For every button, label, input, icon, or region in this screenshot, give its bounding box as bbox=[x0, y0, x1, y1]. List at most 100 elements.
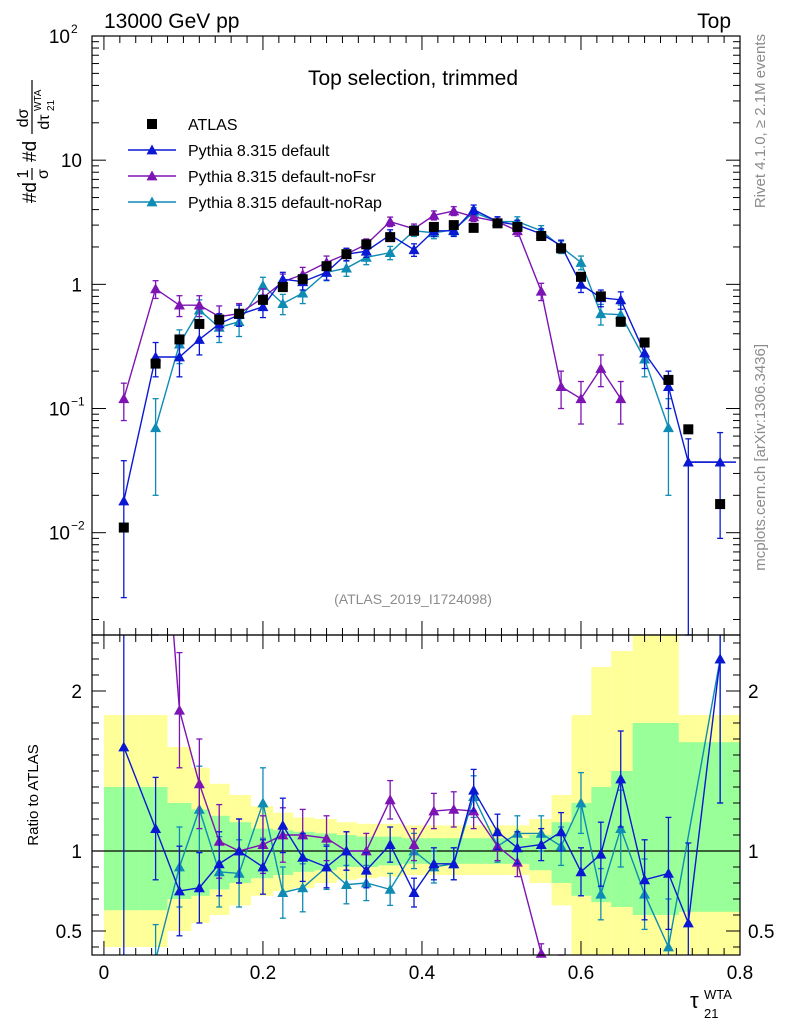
ratio-marker-default bbox=[408, 887, 420, 897]
ratio-marker-default bbox=[193, 882, 205, 893]
ratio-marker-default bbox=[448, 858, 460, 869]
x-axis-label: τ WTA 21 bbox=[690, 987, 732, 1021]
marker-noFsr bbox=[448, 205, 460, 216]
marker-atlas bbox=[150, 358, 161, 369]
main-ytick-label: 10 bbox=[61, 151, 82, 172]
band-inner-bin bbox=[314, 833, 337, 871]
ratio-marker-noRap bbox=[615, 823, 627, 833]
marker-atlas bbox=[321, 261, 332, 272]
marker-atlas bbox=[234, 308, 245, 319]
marker-default bbox=[639, 347, 651, 358]
ratio-marker-default bbox=[150, 823, 162, 833]
xtick-label: 0.2 bbox=[250, 963, 276, 984]
ratio-marker-default bbox=[384, 839, 396, 849]
ratio-marker-noFsr bbox=[321, 832, 333, 843]
ratio-marker-noFsr bbox=[193, 778, 205, 789]
marker-noFsr bbox=[555, 381, 567, 392]
marker-noFsr bbox=[193, 299, 205, 310]
marker-noFsr bbox=[595, 363, 607, 373]
marker-atlas bbox=[715, 499, 726, 510]
main-ytick-base: 10 bbox=[61, 151, 82, 172]
marker-atlas bbox=[468, 222, 479, 233]
ratio-marker-default bbox=[428, 858, 440, 869]
ratio-marker-default bbox=[682, 917, 694, 928]
marker-default bbox=[615, 294, 627, 305]
ratio-marker-default bbox=[575, 866, 587, 877]
main-ytick-label: 10 2 bbox=[49, 22, 78, 48]
marker-noRap bbox=[662, 422, 674, 433]
main-ytick-base: 10 bbox=[49, 524, 70, 545]
marker-noRap bbox=[297, 287, 309, 298]
marker-noFsr bbox=[468, 211, 480, 222]
ratio-marker-default bbox=[639, 874, 651, 885]
mcplots-label: mcplots.cern.ch [arXiv:1306.3436] bbox=[752, 344, 769, 571]
marker-atlas bbox=[194, 318, 205, 329]
marker-atlas bbox=[575, 271, 586, 282]
ratio-marker-noFsr bbox=[428, 805, 440, 816]
ratio-ytick-label-right: 2 bbox=[748, 682, 759, 703]
series-atlas bbox=[118, 218, 726, 533]
ratio-marker-default bbox=[233, 845, 245, 856]
ratio-marker-noFsr bbox=[384, 794, 396, 805]
rivet-label: Rivet 4.1.0, ≥ 2.1M events bbox=[752, 34, 769, 208]
marker-noRap bbox=[340, 262, 352, 273]
marker-atlas bbox=[556, 243, 567, 254]
ylabel-prefix: #d bbox=[20, 182, 41, 203]
analysis-label: (ATLAS_2019_I1724098) bbox=[334, 591, 492, 607]
marker-default bbox=[118, 495, 130, 506]
marker-noRap bbox=[277, 298, 289, 308]
marker-noRap bbox=[595, 308, 607, 319]
band-inner-bin bbox=[103, 787, 140, 911]
ratio-marker-default bbox=[257, 861, 269, 872]
ratio-ytick-label-left: 1 bbox=[71, 842, 82, 863]
xtick-label: 0 bbox=[99, 963, 110, 984]
ylabel-frac1-num: 1 bbox=[15, 169, 32, 178]
ratio-marker-default bbox=[173, 885, 185, 896]
ratio-ytick-label-right: 1 bbox=[748, 842, 759, 863]
main-title: Top selection, trimmed bbox=[308, 67, 518, 90]
marker-atlas bbox=[595, 291, 606, 302]
marker-noFsr bbox=[118, 393, 130, 404]
main-ytick-base: 10 bbox=[49, 400, 70, 421]
legend-entry-default: Pythia 8.315 default bbox=[128, 143, 330, 160]
main-ytick-label: 10 −1 bbox=[49, 395, 85, 421]
band-inner-bin bbox=[632, 723, 657, 915]
marker-atlas bbox=[683, 424, 694, 435]
main-ytick-exp: −1 bbox=[71, 395, 85, 409]
xtick-label: 0.6 bbox=[568, 963, 594, 984]
band-inner-bin bbox=[529, 835, 552, 871]
ylabel-frac2-num: dσ bbox=[15, 108, 32, 127]
marker-noFsr bbox=[575, 393, 587, 404]
marker-atlas bbox=[512, 221, 523, 232]
band-inner-bin bbox=[698, 742, 740, 912]
ratio-marker-noRap bbox=[595, 888, 607, 899]
legend-marker-noRap bbox=[146, 196, 158, 207]
ratio-marker-noRap bbox=[257, 797, 269, 808]
marker-atlas bbox=[214, 314, 225, 325]
marker-atlas bbox=[663, 374, 674, 385]
marker-noRap bbox=[257, 279, 269, 290]
marker-atlas bbox=[615, 316, 626, 327]
ratio-marker-noFsr bbox=[448, 803, 460, 814]
ratio-marker-noFsr bbox=[173, 704, 185, 715]
xtick-label: 0.8 bbox=[727, 963, 753, 984]
ratio-marker-default bbox=[340, 845, 352, 856]
ratio-frame bbox=[91, 634, 741, 956]
marker-noRap bbox=[575, 256, 587, 267]
marker-atlas bbox=[639, 337, 650, 348]
marker-noRap bbox=[615, 309, 627, 320]
ylabel-frac2-sub: 21 bbox=[46, 99, 57, 111]
legend-label-default: Pythia 8.315 default bbox=[188, 143, 330, 160]
ratio-ytick-label-left: 2 bbox=[71, 682, 82, 703]
marker-default bbox=[662, 381, 674, 392]
band-inner-bin bbox=[656, 723, 679, 915]
marker-atlas bbox=[361, 239, 372, 250]
ratio-marker-default bbox=[277, 819, 289, 830]
ratio-marker-noRap bbox=[277, 887, 289, 897]
marker-default bbox=[575, 278, 587, 289]
legend: ATLAS Pythia 8.315 default Pythia 8.315 de… bbox=[128, 117, 382, 212]
marker-atlas bbox=[492, 218, 503, 229]
marker-default bbox=[193, 333, 205, 344]
